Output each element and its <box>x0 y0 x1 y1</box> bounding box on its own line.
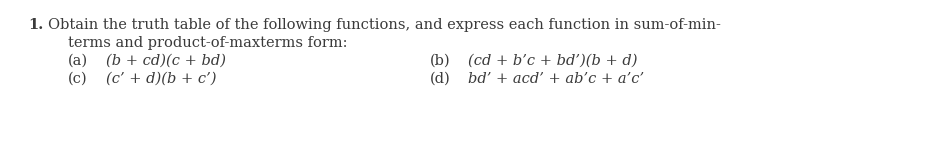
Text: (c’ + d)(b + c’): (c’ + d)(b + c’) <box>106 72 216 86</box>
Text: terms and product-of-maxterms form:: terms and product-of-maxterms form: <box>68 36 347 50</box>
Text: (b): (b) <box>430 54 450 68</box>
Text: (b + cd)(c + bd): (b + cd)(c + bd) <box>106 54 226 68</box>
Text: Obtain the truth table of the following functions, and express each function in : Obtain the truth table of the following … <box>48 18 720 32</box>
Text: (d): (d) <box>430 72 450 86</box>
Text: (cd + b’c + bd’)(b + d): (cd + b’c + bd’)(b + d) <box>467 54 637 68</box>
Text: (c): (c) <box>68 72 88 86</box>
Text: 1.: 1. <box>28 18 43 32</box>
Text: (a): (a) <box>68 54 88 68</box>
Text: bd’ + acd’ + ab’c + a’c’: bd’ + acd’ + ab’c + a’c’ <box>467 72 644 86</box>
